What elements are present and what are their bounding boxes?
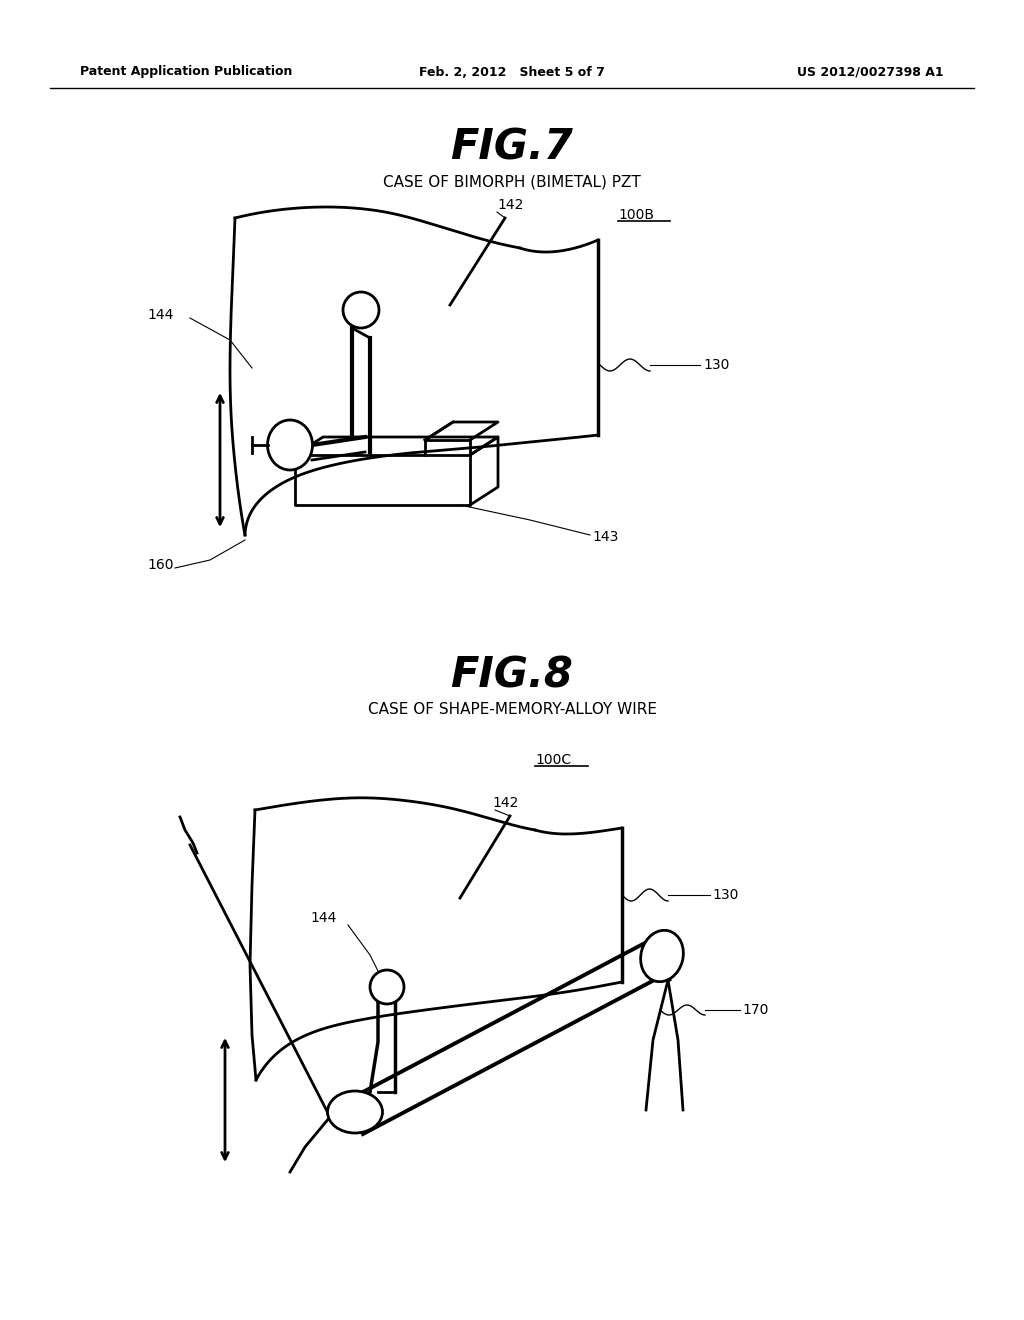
Ellipse shape	[370, 970, 404, 1005]
Text: 144: 144	[147, 308, 173, 322]
Text: 130: 130	[712, 888, 738, 902]
Text: 160: 160	[147, 558, 173, 572]
Text: 142: 142	[497, 198, 523, 213]
Text: 142: 142	[492, 796, 518, 810]
Ellipse shape	[267, 420, 312, 470]
Text: FIG.8: FIG.8	[451, 653, 573, 696]
Text: US 2012/0027398 A1: US 2012/0027398 A1	[798, 66, 944, 78]
Ellipse shape	[343, 292, 379, 327]
Text: 170: 170	[742, 1003, 768, 1016]
Text: CASE OF SHAPE-MEMORY-ALLOY WIRE: CASE OF SHAPE-MEMORY-ALLOY WIRE	[368, 702, 656, 718]
Text: 130: 130	[703, 358, 729, 372]
Ellipse shape	[641, 931, 683, 982]
Text: Patent Application Publication: Patent Application Publication	[80, 66, 293, 78]
Text: 100B: 100B	[618, 209, 654, 222]
Text: 100C: 100C	[535, 752, 571, 767]
Text: Feb. 2, 2012   Sheet 5 of 7: Feb. 2, 2012 Sheet 5 of 7	[419, 66, 605, 78]
Text: 144: 144	[310, 911, 336, 925]
Ellipse shape	[328, 1092, 383, 1133]
Text: FIG.7: FIG.7	[451, 127, 573, 169]
Text: CASE OF BIMORPH (BIMETAL) PZT: CASE OF BIMORPH (BIMETAL) PZT	[383, 174, 641, 190]
Text: 143: 143	[592, 531, 618, 544]
